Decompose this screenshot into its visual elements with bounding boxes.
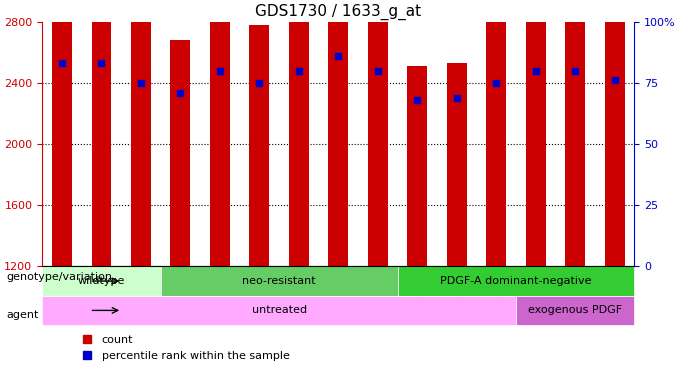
Bar (565, 0, 585, 266)
Point (530, 68, 541, 74)
Text: agent: agent (7, 310, 39, 320)
Bar (328, 0, 348, 266)
Point (96, 60, 107, 66)
Point (56, 60, 67, 66)
Text: exogenous PDGF: exogenous PDGF (528, 305, 622, 315)
Text: PDGF-A dominant-negative: PDGF-A dominant-negative (440, 276, 592, 286)
Point (293, 68, 304, 74)
Point (175, 90, 186, 96)
Text: untreated: untreated (252, 305, 307, 315)
FancyBboxPatch shape (42, 266, 160, 296)
Bar (171, 40, 190, 266)
Bar (605, 0, 625, 266)
Point (452, 94, 462, 100)
Title: GDS1730 / 1633_g_at: GDS1730 / 1633_g_at (255, 4, 422, 20)
Legend: count, percentile rank within the sample: count, percentile rank within the sample (78, 331, 294, 365)
FancyBboxPatch shape (398, 266, 634, 296)
Bar (92, 0, 112, 266)
Point (333, 53, 344, 59)
Point (491, 80, 502, 86)
Bar (131, 0, 151, 266)
FancyBboxPatch shape (160, 266, 398, 296)
Bar (52, 0, 72, 266)
Text: neo-resistant: neo-resistant (242, 276, 316, 286)
Bar (526, 0, 545, 266)
Bar (486, 0, 506, 266)
Point (373, 68, 384, 74)
Bar (250, 25, 269, 266)
Text: genotype/variation: genotype/variation (7, 273, 113, 282)
Bar (368, 0, 388, 266)
Point (254, 80, 265, 86)
Point (214, 68, 225, 74)
Point (570, 68, 581, 74)
Bar (210, 0, 230, 266)
Point (609, 77, 620, 83)
Bar (407, 66, 427, 266)
Bar (447, 63, 466, 266)
Point (412, 97, 423, 103)
FancyBboxPatch shape (42, 296, 516, 325)
FancyBboxPatch shape (516, 296, 634, 325)
Point (135, 80, 146, 86)
Bar (289, 0, 309, 266)
Text: wildtype: wildtype (78, 276, 125, 286)
